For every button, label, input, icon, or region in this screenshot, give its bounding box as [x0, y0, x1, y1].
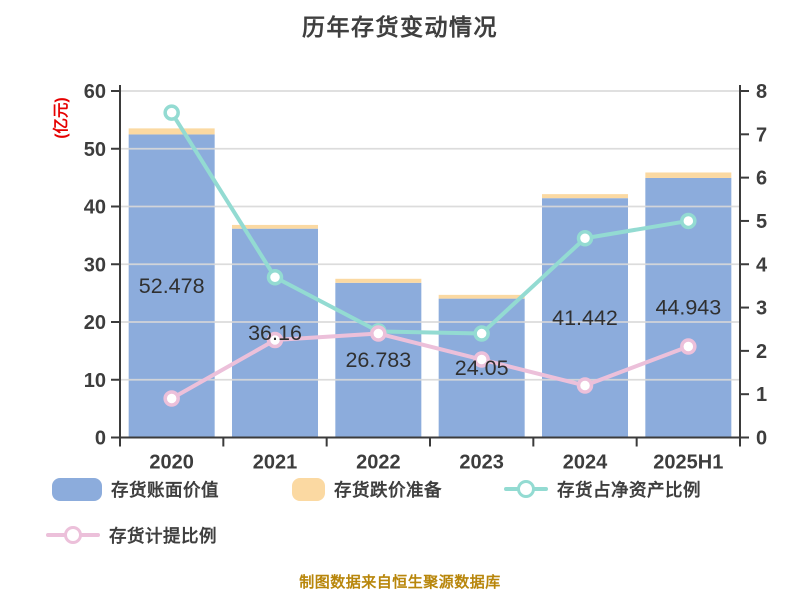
- legend-item-net-asset-ratio: 存货占净资产比例: [504, 477, 701, 501]
- legend-item-provision-ratio: 存货计提比例: [46, 523, 217, 547]
- left-tick-label: 0: [95, 428, 106, 450]
- x-category-label: 2024: [563, 452, 608, 474]
- line-marker: [473, 351, 490, 368]
- bar-provision-cap: [645, 172, 732, 178]
- line-marker: [266, 331, 284, 349]
- bar-book-value: [335, 282, 422, 438]
- left-tick-label: 20: [84, 312, 106, 334]
- right-tick-label: 2: [756, 341, 767, 363]
- x-category-label: 2023: [459, 452, 504, 474]
- legend-item-book-value: 存货账面价值: [52, 477, 219, 501]
- bar-value-label: 41.442: [552, 306, 618, 330]
- left-axis-unit-label: (亿元): [51, 97, 70, 138]
- data-source-note: 制图数据来自恒生聚源数据库: [299, 574, 501, 591]
- legend-label-provision: 存货跌价准备: [334, 479, 442, 500]
- x-category-label: 2020: [149, 452, 194, 474]
- legend-line-net-asset-ratio-icon: [504, 480, 548, 498]
- line-marker: [680, 212, 697, 230]
- left-tick-label: 10: [84, 370, 106, 392]
- line-marker: [163, 104, 180, 121]
- bar-value-label: 44.943: [655, 296, 721, 320]
- bar-value-label: 26.783: [345, 348, 411, 372]
- legend-label-book-value: 存货账面价值: [111, 479, 219, 500]
- legend-line-provision-ratio-icon: [46, 526, 100, 544]
- chart-title: 历年存货变动情况: [302, 14, 498, 40]
- left-tick-label: 60: [84, 81, 106, 103]
- bar-value-label: 36.16: [248, 321, 302, 345]
- right-tick-label: 1: [756, 384, 767, 406]
- line-marker: [163, 390, 180, 407]
- x-category-label: 2021: [253, 452, 298, 474]
- bar-value-label: 52.478: [139, 274, 205, 298]
- bar-provision-cap: [128, 128, 215, 135]
- right-tick-label: 0: [756, 428, 767, 450]
- legend-marker-net-asset-ratio-icon: [517, 480, 535, 498]
- line-marker: [576, 230, 594, 247]
- x-category-label: 2022: [356, 452, 401, 474]
- right-tick-label: 5: [756, 211, 767, 233]
- bar-book-value: [128, 134, 215, 438]
- line-marker: [266, 268, 284, 286]
- line-series-0: [169, 110, 691, 336]
- legend-label-provision-ratio: 存货计提比例: [109, 525, 217, 546]
- x-category-label: 2025H1: [653, 452, 723, 474]
- line-marker: [473, 325, 490, 342]
- bar-provision-cap: [542, 194, 628, 199]
- line-series-1: [169, 331, 691, 401]
- left-tick-label: 30: [84, 254, 106, 276]
- left-tick-label: 40: [84, 197, 106, 219]
- bar-provision-cap: [335, 278, 422, 283]
- right-tick-label: 6: [756, 168, 767, 190]
- left-tick-label: 50: [84, 139, 106, 161]
- legend-label-net-asset-ratio: 存货占净资产比例: [557, 479, 701, 500]
- line-marker: [370, 325, 387, 342]
- right-tick-label: 4: [756, 254, 768, 276]
- line-marker: [576, 377, 594, 394]
- bar-provision-cap: [232, 224, 318, 229]
- right-tick-label: 3: [756, 298, 767, 320]
- right-tick-label: 7: [756, 124, 767, 146]
- bar-value-label: 24.05: [455, 356, 509, 380]
- right-tick-label: 8: [756, 81, 767, 103]
- legend-swatch-book-value-icon: [52, 477, 102, 501]
- bar-provision-cap: [438, 294, 525, 299]
- legend-swatch-provision-icon: [292, 477, 325, 501]
- legend-item-provision: 存货跌价准备: [292, 477, 442, 501]
- legend-marker-provision-ratio-icon: [64, 526, 82, 544]
- line-marker: [680, 338, 697, 355]
